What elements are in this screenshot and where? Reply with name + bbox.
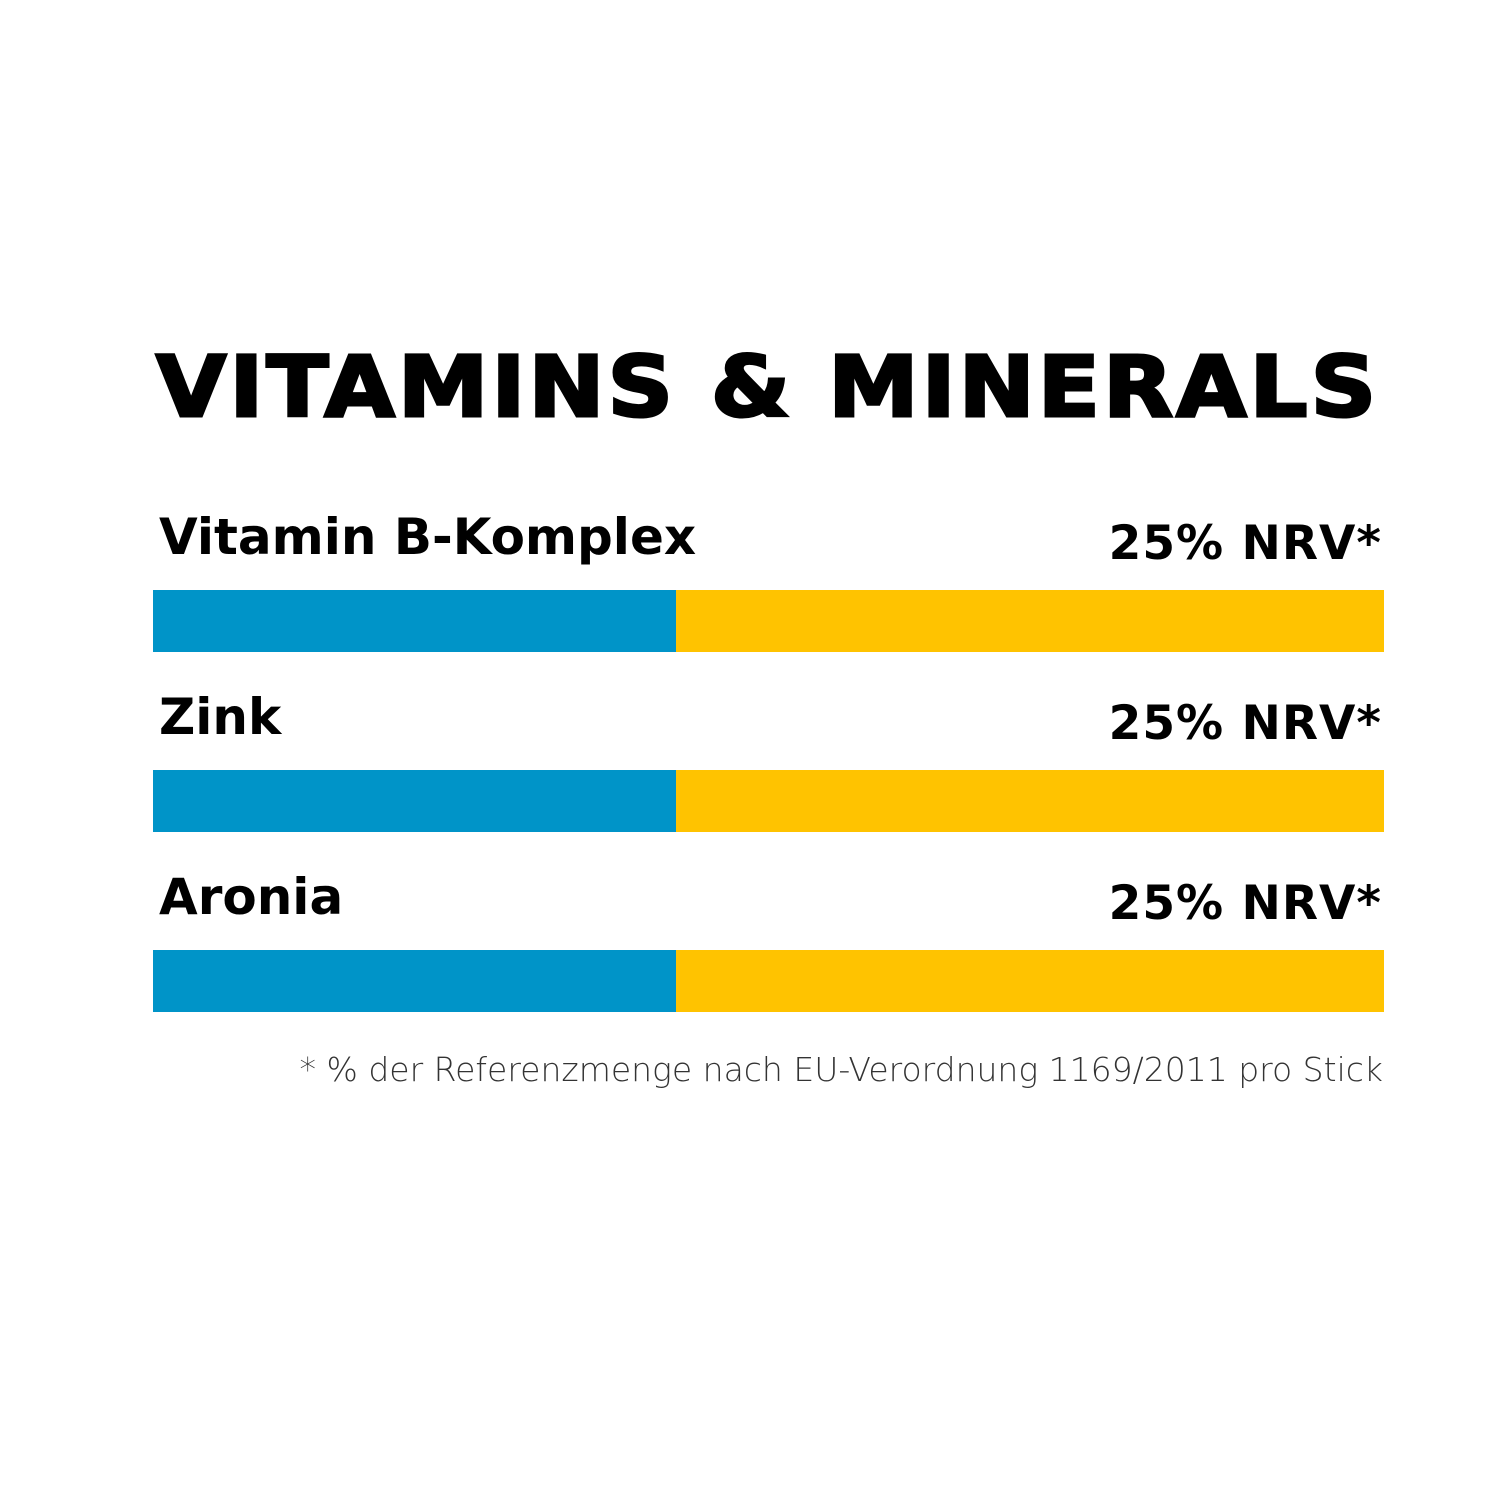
nutrient-bars: Vitamin B-Komplex 25% NRV* Zink 25% NRV*… [153, 508, 1384, 1048]
chart-title: VITAMINS & MINERALS [154, 337, 1380, 438]
nutrient-label: Zink [159, 688, 282, 746]
nrv-bar-fill [153, 950, 677, 1012]
nrv-value-label: 25% NRV* [1108, 696, 1382, 751]
nrv-bar-track [153, 770, 1384, 832]
nutrient-label: Vitamin B-Komplex [159, 508, 697, 566]
nrv-bar-fill [153, 770, 677, 832]
nrv-value-label: 25% NRV* [1108, 876, 1382, 931]
nrv-value-label: 25% NRV* [1108, 516, 1382, 571]
nrv-bar-track [153, 950, 1384, 1012]
nutrient-row: Zink 25% NRV* [153, 688, 1384, 868]
footnote: * % der Referenzmenge nach EU-Verordnung… [299, 1050, 1384, 1089]
nutrient-label: Aronia [159, 868, 344, 926]
nrv-bar-track [153, 590, 1384, 652]
nutrient-row: Vitamin B-Komplex 25% NRV* [153, 508, 1384, 688]
nutrient-row: Aronia 25% NRV* [153, 868, 1384, 1048]
nrv-bar-fill [153, 590, 677, 652]
